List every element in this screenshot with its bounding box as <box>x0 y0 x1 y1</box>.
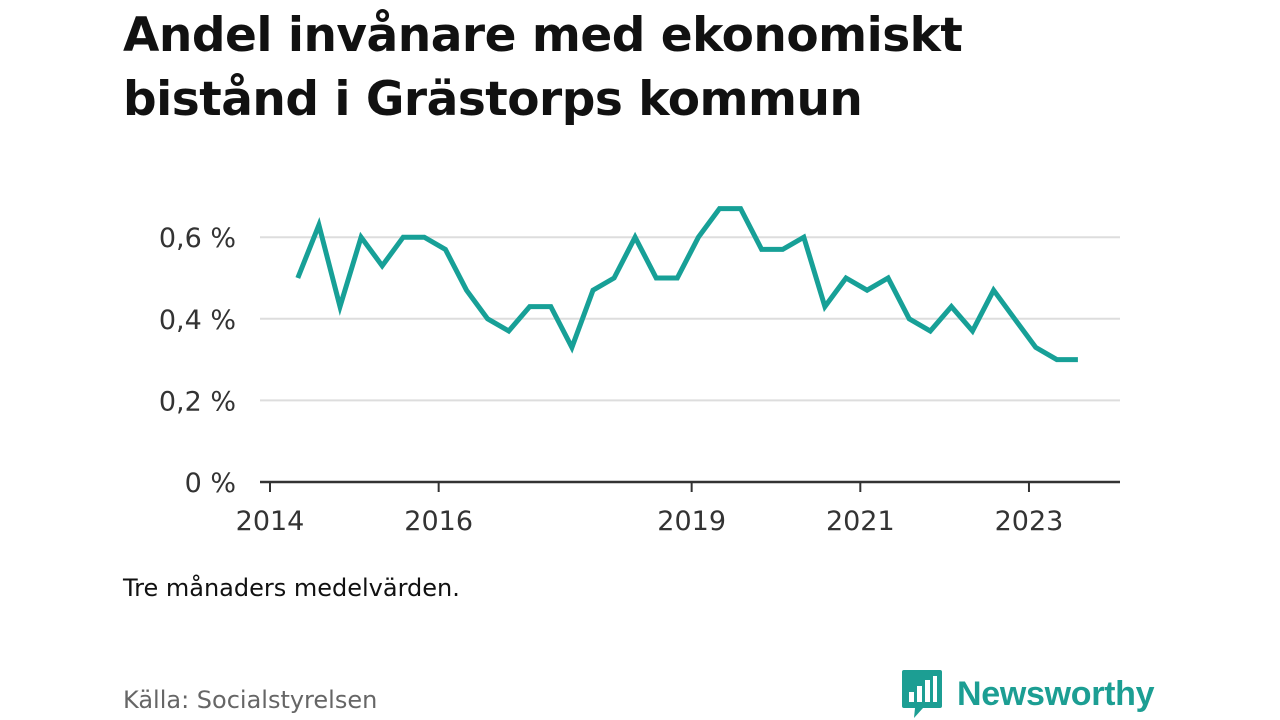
chart-note: Tre månaders medelvärden. <box>123 574 460 602</box>
y-tick-label: 0,2 % <box>159 386 236 417</box>
newsworthy-logo: Newsworthy <box>901 668 1155 720</box>
newsworthy-logo-icon <box>902 670 942 718</box>
x-tick-label: 2023 <box>995 506 1064 537</box>
series-line <box>295 206 1078 363</box>
x-tick-label: 2019 <box>657 506 726 537</box>
brand-name: Newsworthy <box>957 675 1155 713</box>
chart-title: Andel invånare med ekonomiskt bistånd i … <box>123 8 963 127</box>
x-tick-label: 2021 <box>826 506 895 537</box>
x-tick-label: 2014 <box>236 506 305 537</box>
x-tick-label: 2016 <box>404 506 473 537</box>
y-tick-label: 0,6 % <box>159 223 236 254</box>
y-tick-label: 0,4 % <box>159 305 236 336</box>
y-tick-label: 0 % <box>185 468 236 499</box>
source-label: Källa: Socialstyrelsen <box>123 686 378 714</box>
